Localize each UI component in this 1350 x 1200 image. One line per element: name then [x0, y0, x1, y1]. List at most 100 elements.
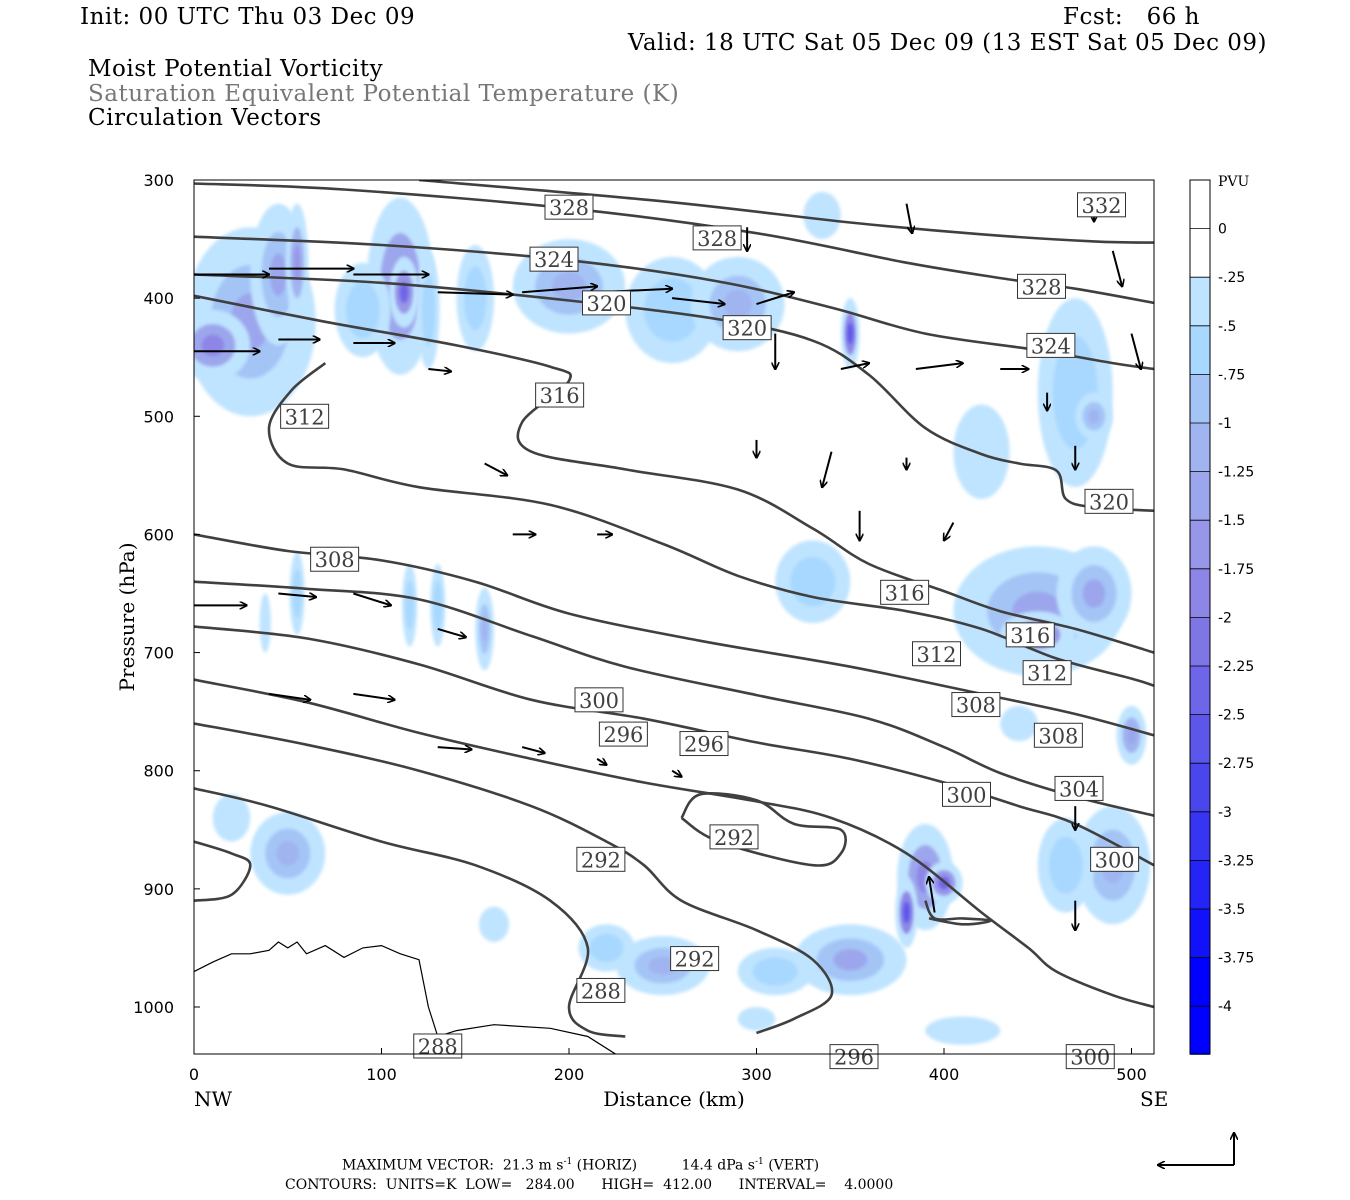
y-axis-title: Pressure (hPa)	[115, 543, 139, 692]
contour-label: 320	[722, 315, 772, 341]
contour-label-text: 300	[1070, 1046, 1110, 1070]
colorbar-segment	[1190, 1006, 1210, 1055]
circulation-vector	[929, 877, 936, 913]
fcst-label: Fcst:	[1063, 4, 1124, 30]
contour-label-box	[1084, 488, 1134, 514]
pv-area-outer	[953, 404, 1010, 499]
field-title-vectors: Circulation Vectors	[88, 105, 322, 131]
contour-label-box	[576, 846, 626, 872]
contour-label: 324	[529, 246, 579, 272]
colorbar-segment	[1190, 228, 1210, 278]
contour-label: 308	[310, 546, 360, 572]
pv-area-outer	[737, 1007, 776, 1031]
vector-layer	[194, 203, 1141, 931]
pv-area-outer	[479, 906, 509, 943]
theta-es-contour-288	[194, 787, 626, 1038]
field-title-mpv: Moist Potential Vorticity	[88, 56, 384, 82]
contour-label-box	[679, 731, 729, 757]
colorbar-segment	[1190, 860, 1210, 909]
colorbar-label: -1.5	[1218, 513, 1245, 529]
pv-area-core	[903, 901, 910, 924]
contour-label-text: 296	[684, 733, 724, 757]
pv-area-core	[269, 253, 287, 296]
contour-label: 328	[544, 194, 594, 220]
contour-label: 288	[413, 1033, 463, 1059]
contour-label: 316	[1005, 622, 1055, 648]
pv-area-mid	[752, 957, 798, 986]
contour-label-box	[1026, 332, 1076, 358]
contour-label-text: 308	[1038, 724, 1078, 748]
contour-label-layer: 328 328 332 324 320 320 328 324 316 312 320 308 316 3…	[280, 192, 1140, 1070]
contour-label-box	[535, 382, 585, 408]
pv-area-core	[833, 949, 868, 971]
colorbar-label: -2	[1218, 610, 1232, 626]
pv-area-mid	[644, 278, 701, 342]
contour-label: 308	[951, 692, 1001, 718]
colorbar-label: -1.25	[1218, 465, 1254, 481]
reference-vector-icon	[1158, 1133, 1234, 1165]
circulation-vector	[522, 286, 597, 294]
circulation-vector	[672, 297, 725, 304]
theta-es-contour-332	[418, 180, 1154, 244]
contour-label-text: 328	[549, 196, 589, 220]
contour-label-box	[1005, 622, 1055, 648]
contour-label-text: 332	[1081, 194, 1121, 218]
contour-label-box	[1077, 192, 1126, 218]
pv-area-outer	[1000, 705, 1038, 742]
contour-label-text: 328	[1021, 275, 1061, 299]
colorbar-segment	[1190, 568, 1210, 618]
contour-label: 292	[709, 824, 759, 850]
valid-time-label: Valid: 18 UTC Sat 05 Dec 09 (13 EST Sat …	[627, 30, 1267, 56]
circulation-vector	[822, 451, 833, 487]
circulation-vector	[437, 747, 472, 749]
pv-area-mid	[464, 266, 487, 331]
pv-area-core	[552, 272, 586, 301]
circulation-vector	[437, 292, 513, 294]
colorbar-segment	[1190, 957, 1210, 1007]
contour-label: 292	[576, 846, 626, 872]
pv-area-mid	[345, 281, 380, 339]
contour-label: 300	[1065, 1044, 1115, 1070]
contour-label-box	[582, 290, 631, 316]
contour-label-box	[576, 977, 626, 1003]
colorbar-label: -1.75	[1218, 562, 1254, 578]
colorbar-label: -.25	[1218, 270, 1245, 286]
pv-area-core	[847, 322, 854, 345]
colorbar-label: -1	[1218, 416, 1232, 432]
contour-label: 312	[280, 403, 330, 429]
contour-label-box	[951, 692, 1001, 718]
circulation-vector	[353, 592, 391, 606]
x-end-label-left: NW	[194, 1087, 233, 1111]
contour-label-text: 300	[1095, 848, 1135, 872]
circulation-vector	[596, 759, 606, 765]
y-tick-label: 300	[143, 171, 174, 190]
contour-label-box	[880, 579, 930, 605]
pv-area-mid	[405, 580, 415, 631]
contour-label: 312	[912, 641, 961, 667]
contour-label-box	[1054, 775, 1104, 801]
pv-area-mid	[1049, 836, 1083, 894]
y-tick-label: 1000	[133, 998, 174, 1017]
colorbar-segment	[1190, 325, 1210, 375]
contour-label-text: 292	[675, 948, 715, 972]
theta-es-contour-292	[680, 792, 847, 867]
x-tick-label: 0	[189, 1065, 199, 1084]
circulation-vector	[1111, 250, 1122, 286]
contour-label: 320	[582, 290, 631, 316]
contour-label-text: 292	[714, 826, 754, 850]
contour-label-text: 312	[1027, 662, 1067, 686]
x-tick-label: 300	[741, 1065, 772, 1084]
colorbar-segment	[1190, 763, 1210, 812]
contour-label-text: 316	[540, 384, 580, 408]
circulation-vector	[353, 692, 394, 700]
theta-es-contour-316	[194, 294, 1154, 654]
pv-area-outer	[803, 191, 841, 240]
contour-label-box	[709, 824, 759, 850]
contour-label-text: 308	[956, 694, 996, 718]
contour-label-text: 324	[1031, 334, 1071, 358]
pv-area-mid	[589, 933, 624, 963]
x-tick-label: 500	[1116, 1065, 1147, 1084]
contour-label-text: 324	[534, 248, 574, 272]
terrain-surface-line	[194, 941, 1154, 1054]
contour-label: 296	[829, 1044, 879, 1070]
